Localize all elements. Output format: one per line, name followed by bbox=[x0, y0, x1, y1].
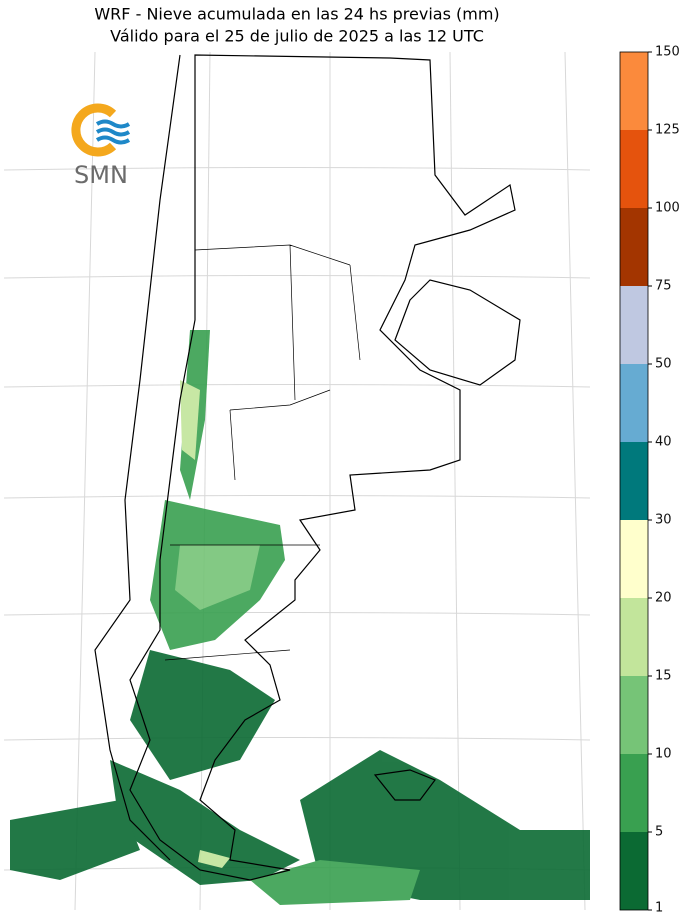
map-frame bbox=[4, 52, 590, 910]
colorbar-tick-label: 75 bbox=[655, 279, 672, 294]
colorbar-tick-label: 100 bbox=[655, 201, 680, 216]
colorbar-segment bbox=[620, 676, 648, 754]
colorbar-segment bbox=[620, 364, 648, 442]
colorbar-tick-label: 15 bbox=[655, 669, 672, 684]
colorbar-segment bbox=[620, 130, 648, 208]
colorbar-segment bbox=[620, 442, 648, 520]
colorbar-segment bbox=[620, 832, 648, 910]
colorbar-tick-label: 10 bbox=[655, 747, 672, 762]
colorbar-segment bbox=[620, 286, 648, 364]
colorbar-segment bbox=[620, 208, 648, 286]
title-line: Válido para el 25 de julio de 2025 a las… bbox=[110, 27, 484, 46]
colorbar-segment bbox=[620, 52, 648, 130]
colorbar-tick-label: 20 bbox=[655, 591, 672, 606]
title-line: WRF - Nieve acumulada en las 24 hs previ… bbox=[94, 5, 499, 24]
colorbar-frame bbox=[619, 51, 649, 911]
smn-logo: SMN bbox=[71, 103, 131, 189]
colorbar-segment bbox=[620, 754, 648, 832]
colorbar-segment bbox=[620, 598, 648, 676]
colorbar-tick-label: 1 bbox=[655, 901, 663, 916]
colorbar-tick-label: 40 bbox=[655, 435, 672, 450]
colorbar-segment bbox=[620, 520, 648, 598]
colorbar-tick-label: 5 bbox=[655, 825, 663, 840]
colorbar-tick-label: 125 bbox=[655, 123, 680, 138]
colorbar-tick-label: 150 bbox=[655, 45, 680, 60]
snow-areas bbox=[10, 330, 590, 905]
colorbar-tick-label: 50 bbox=[655, 357, 672, 372]
logo-text: SMN bbox=[74, 161, 128, 189]
colorbar-tick-label: 30 bbox=[655, 513, 672, 528]
graticule bbox=[3, 51, 591, 911]
map bbox=[3, 51, 591, 911]
country-borders bbox=[94, 54, 521, 881]
